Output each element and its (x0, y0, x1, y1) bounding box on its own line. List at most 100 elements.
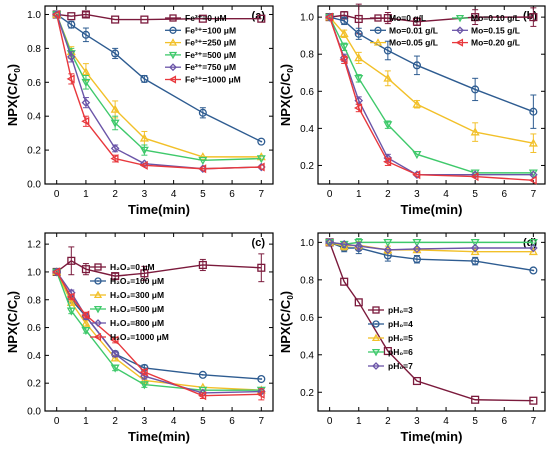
data-point (256, 152, 266, 161)
data-point (81, 67, 91, 76)
data-point (383, 157, 392, 167)
panel-3: 0 1 2 3 4 5 6 7 0.2 0.4 0.6 0.8 1.0 Time(min) NPX(C/C0… (278, 232, 546, 444)
y-tick-label: 0.8 (300, 50, 314, 61)
data-point-dot (260, 378, 263, 380)
data-point (412, 99, 422, 108)
x-tick-label: 7 (531, 189, 537, 200)
legend: pH₀=3 pH₀=4 pH₀=5 pH₀=6 pH₀=7 (368, 305, 413, 371)
data-point (81, 30, 90, 39)
x-tick-label: 1 (83, 416, 89, 427)
panel-label: (c) (252, 237, 266, 249)
data-point (257, 263, 266, 272)
legend-label: Mo=0.05 g/L (389, 38, 438, 48)
legend-marker (455, 38, 464, 47)
legend-marker-dot (377, 29, 379, 32)
legend-marker (374, 14, 382, 22)
plot-frame (317, 5, 546, 185)
data-point (471, 395, 480, 404)
data-point-dot (143, 366, 146, 369)
legend-label: H₂O₂=800 μM (110, 318, 164, 328)
x-tick-label: 5 (200, 416, 206, 427)
data-point (198, 370, 207, 379)
y-tick-label: 0.4 (300, 350, 314, 361)
data-point (139, 146, 149, 155)
legend-label: H₂O₂=300 μM (110, 290, 164, 300)
plot-frame (44, 5, 274, 185)
data-point (528, 238, 538, 248)
data-point (140, 269, 149, 278)
data-point (139, 381, 149, 390)
data-point (529, 13, 538, 22)
data-point (139, 160, 148, 170)
x-tick-label: 3 (142, 189, 148, 200)
data-point (66, 307, 76, 316)
plot-frame (317, 232, 546, 412)
legend-label: Fe³⁺=250 μM (185, 38, 236, 48)
legend-label: Fe³⁺=750 μM (185, 62, 236, 72)
legend-label: pH₀=6 (388, 347, 413, 357)
data-point (139, 133, 149, 142)
legend-marker (94, 263, 102, 271)
series-0 (325, 238, 538, 405)
x-tick-label: 7 (531, 416, 537, 427)
series-line (328, 242, 534, 402)
series-2 (325, 237, 538, 256)
legend-label: pH₀=4 (388, 319, 413, 329)
data-point (324, 12, 334, 22)
x-tick-label: 6 (501, 189, 507, 200)
x-axis-title: Time(min) (128, 202, 190, 217)
data-point (354, 14, 363, 24)
data-point (529, 243, 538, 253)
data-point-dot (85, 33, 87, 36)
data-point (81, 265, 90, 274)
data-point (412, 238, 422, 248)
data-point-dot (474, 260, 477, 263)
legend-label: Mo=0 g/L (389, 13, 426, 23)
x-tick-label: 4 (443, 416, 449, 427)
data-point (339, 55, 348, 65)
series-line (56, 13, 262, 21)
legend-label: Fe³⁺=100 μM (185, 25, 236, 35)
series-0 (325, 3, 538, 35)
data-point (412, 244, 422, 254)
data-point (257, 14, 266, 23)
data-point-dot (143, 77, 146, 80)
legend-label: Mo=0.15 g/L (471, 25, 520, 35)
data-point (257, 137, 266, 146)
data-point (354, 241, 364, 251)
data-point (67, 256, 76, 265)
data-point (81, 326, 91, 336)
data-point (110, 104, 120, 113)
y-tick-label: 0.0 (27, 180, 41, 191)
data-point (81, 318, 91, 327)
data-point (354, 74, 364, 84)
series-5 (51, 9, 265, 174)
data-point-dot (70, 23, 73, 26)
legend-marker-dot (172, 29, 174, 32)
panel-1: 0 1 2 3 4 5 6 7 0.2 0.4 0.6 0.8 1.0 Time(min) NPX(C/C0… (278, 3, 546, 217)
x-tick-label: 1 (356, 189, 362, 200)
legend-marker (168, 51, 178, 60)
legend-marker (168, 38, 178, 46)
legend-label: H₂O₂=0 μM (110, 262, 155, 272)
data-point (256, 162, 265, 172)
legend-marker (94, 319, 102, 327)
legend: H₂O₂=0 μM H₂O₂=100 μM H₂O₂=300 μM H₂O₂=500 … (90, 262, 169, 342)
data-point (412, 150, 422, 160)
data-point (111, 49, 120, 58)
series-5 (51, 267, 265, 401)
data-point (198, 156, 208, 166)
data-point (257, 374, 266, 384)
data-point (66, 52, 76, 62)
data-point (140, 15, 149, 24)
legend-label: pH₀=5 (388, 333, 413, 343)
data-point-dot (260, 140, 263, 143)
legend-marker (169, 14, 177, 22)
data-point-dot (532, 269, 535, 272)
data-point (412, 17, 421, 26)
data-point (412, 376, 421, 386)
x-tick-label: 0 (327, 189, 333, 200)
legend-marker (372, 362, 380, 370)
legend-label: H₂O₂=100 μM (110, 276, 164, 286)
